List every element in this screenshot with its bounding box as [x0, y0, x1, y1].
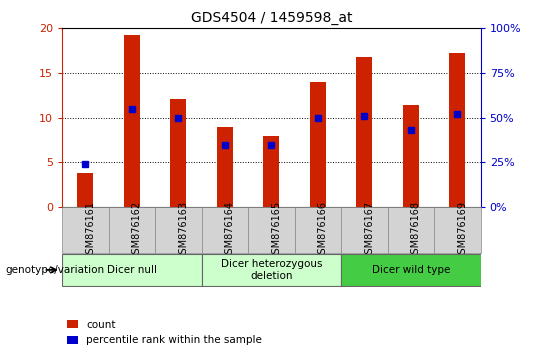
Text: GSM876161: GSM876161: [85, 201, 96, 259]
FancyBboxPatch shape: [388, 207, 434, 253]
Text: GSM876163: GSM876163: [178, 201, 188, 259]
Bar: [449, 53, 465, 207]
Text: GSM876164: GSM876164: [225, 201, 235, 259]
FancyBboxPatch shape: [201, 207, 248, 253]
FancyBboxPatch shape: [62, 254, 201, 286]
Text: GSM876162: GSM876162: [132, 200, 142, 260]
FancyBboxPatch shape: [434, 207, 481, 253]
Text: Dicer null: Dicer null: [107, 265, 157, 275]
FancyBboxPatch shape: [201, 254, 341, 286]
Text: GSM876165: GSM876165: [272, 200, 281, 260]
Text: Dicer heterozygous
deletion: Dicer heterozygous deletion: [221, 259, 322, 281]
Text: GSM876166: GSM876166: [318, 201, 328, 259]
Bar: [124, 35, 140, 207]
Bar: [77, 173, 93, 207]
FancyBboxPatch shape: [295, 207, 341, 253]
Title: GDS4504 / 1459598_at: GDS4504 / 1459598_at: [191, 11, 352, 24]
FancyBboxPatch shape: [155, 207, 201, 253]
Text: GSM876167: GSM876167: [364, 200, 374, 260]
Legend: count, percentile rank within the sample: count, percentile rank within the sample: [68, 320, 262, 345]
Text: GSM876168: GSM876168: [411, 201, 421, 259]
FancyBboxPatch shape: [248, 207, 295, 253]
Bar: [170, 99, 186, 207]
Bar: [263, 136, 280, 207]
Bar: [217, 127, 233, 207]
FancyBboxPatch shape: [341, 207, 388, 253]
FancyBboxPatch shape: [341, 254, 481, 286]
Text: GSM876169: GSM876169: [457, 201, 467, 259]
Text: genotype/variation: genotype/variation: [5, 265, 105, 275]
Text: Dicer wild type: Dicer wild type: [372, 265, 450, 275]
FancyBboxPatch shape: [62, 207, 109, 253]
Bar: [356, 57, 373, 207]
Bar: [310, 82, 326, 207]
FancyBboxPatch shape: [109, 207, 155, 253]
Bar: [403, 105, 419, 207]
